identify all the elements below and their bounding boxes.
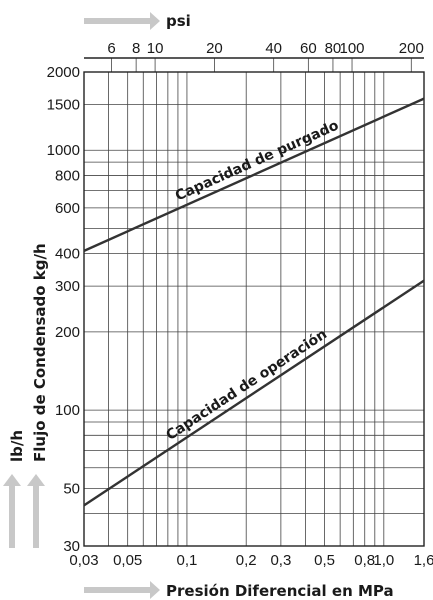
series-line-operacion [84,281,424,506]
y-axis-title: Flujo de Condensado kg/h [31,243,49,462]
lbh-arrow-icon [3,474,21,548]
series-line-purgado [84,99,424,251]
psi-tick-label: 100 [340,40,365,57]
x-tick-label: 0,05 [113,552,142,569]
x-tick-label: 1,0 [373,552,394,569]
x-tick-label: 1,6 [414,552,433,569]
psi-tick-label: 60 [300,40,317,57]
y-tick-label: 300 [55,278,80,295]
x-tick-label: 0,8 [354,552,375,569]
top-axis-title: psi [166,12,191,30]
psi-tick-label: 40 [265,40,282,57]
y-axis-title-secondary: lb/h [8,430,26,462]
psi-tick-label: 10 [147,40,164,57]
psi-tick-label: 8 [132,40,140,57]
y-tick-label: 600 [55,200,80,217]
x-tick-label: 0,2 [236,552,257,569]
psi-tick-label: 6 [107,40,115,57]
x-axis-title: Presión Diferencial en MPa [166,582,394,600]
y-tick-label: 1000 [47,142,80,159]
series-label-purgado: Capacidad de purgado [173,117,341,204]
y-tick-label: 50 [63,480,80,497]
series-label-operacion: Capacidad de operación [163,326,330,444]
y-tick-label: 200 [55,324,80,341]
psi-tick-label: 20 [206,40,223,57]
y-tick-label: 1500 [47,96,80,113]
y-tick-label: 400 [55,246,80,263]
x-tick-label: 0,5 [314,552,335,569]
mpa-arrow-icon [84,581,160,599]
y-tick-label: 800 [55,167,80,184]
psi-arrow-icon [84,12,160,30]
kgh-arrow-icon [27,474,45,548]
y-tick-label: 2000 [47,64,80,81]
x-tick-label: 0,3 [270,552,291,569]
y-tick-label: 100 [55,402,80,419]
plot-border [84,72,424,546]
y-tick-label: 30 [63,538,80,555]
psi-tick-label: 200 [399,40,424,57]
x-tick-label: 0,1 [177,552,198,569]
